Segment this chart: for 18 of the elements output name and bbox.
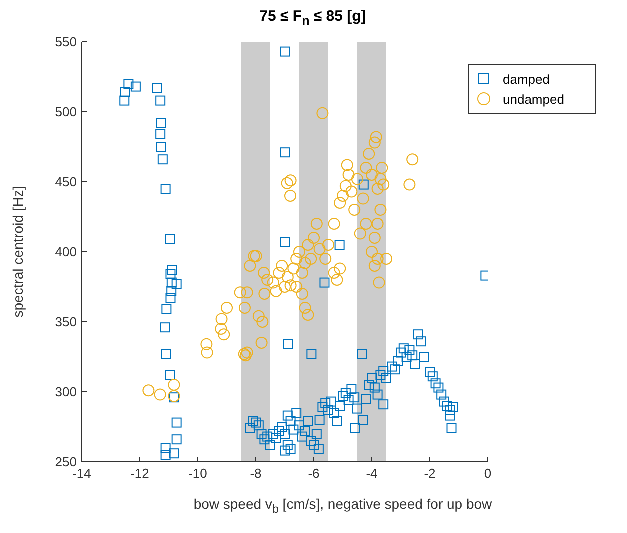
y-tick-label: 500 xyxy=(55,104,77,120)
chart-title: 75 ≤ F$_{n}$ ≤ 85 [g] xyxy=(258,8,368,30)
x-tick-label: -8 xyxy=(250,466,262,482)
x-tick-label: -12 xyxy=(130,466,150,482)
y-tick-label: 300 xyxy=(55,384,77,400)
y-tick-label: 350 xyxy=(55,314,77,330)
y-axis-title: spectral centroid [Hz] xyxy=(10,186,26,318)
x-tick-label: -10 xyxy=(188,466,208,482)
x-tick-label: -6 xyxy=(308,466,320,482)
legend-label: undamped xyxy=(503,92,564,106)
y-tick-label: 550 xyxy=(55,34,77,50)
x-tick-label: -2 xyxy=(424,466,436,482)
x-axis-title: bow speed v$_{b}$ [cm/s], negative speed for up bow xyxy=(192,496,494,516)
x-tick-label: -4 xyxy=(366,466,378,482)
y-tick-label: 400 xyxy=(55,244,77,260)
y-tick-label: 450 xyxy=(55,174,77,190)
legend-label: damped xyxy=(503,72,550,86)
x-tick-label: 0 xyxy=(484,466,492,482)
